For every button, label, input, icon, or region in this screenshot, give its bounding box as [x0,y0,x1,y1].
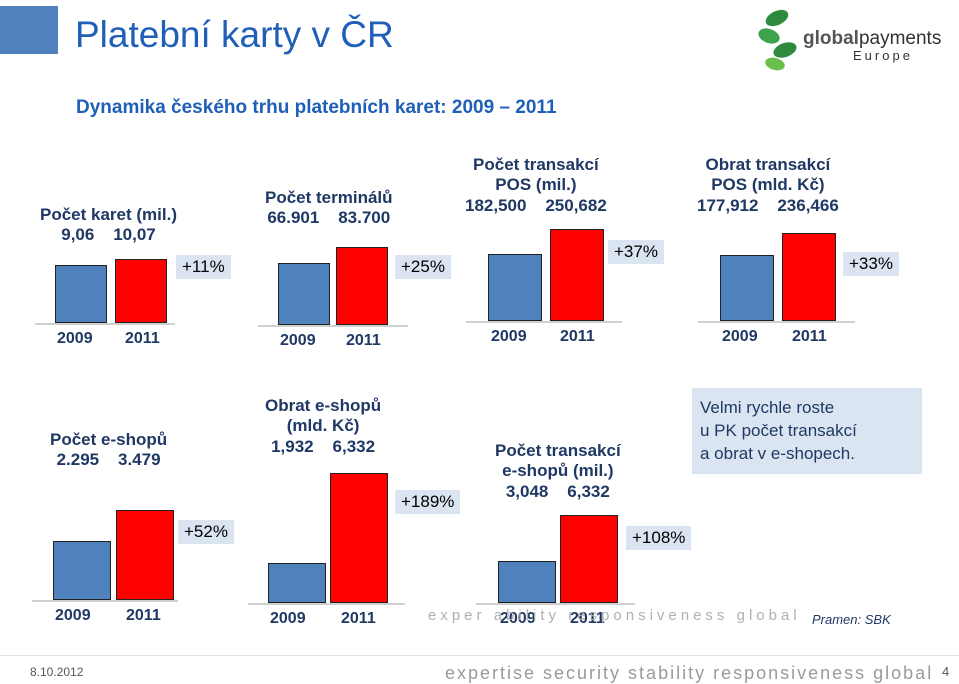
chart-baseline [32,600,178,602]
chart-title-line: e-shopů (mil.) [502,461,614,481]
value-labels: 182,500 250,682 [465,195,607,215]
bar-2009 [488,254,542,321]
x-tick-label: 2011 [346,332,381,349]
x-tick-label: 2009 [57,330,93,347]
source-note: Pramen: SBK [812,612,891,627]
logo-sub: Europe [853,48,913,63]
chart-title-line: Počet transakcí [495,441,621,460]
chart-title: Obrat e-shopů (mld. Kč) 1,932 6,332 [265,396,381,457]
change-label: +25% [395,255,451,279]
note-box: Velmi rychle roste u PK počet transakcí … [692,388,922,474]
value-labels: 1,932 6,332 [271,436,376,456]
x-tick-label: 2011 [570,610,605,627]
note-line: a obrat v e-shopech. [700,444,855,463]
bar-2009 [498,561,556,603]
bar-2011 [116,510,174,600]
company-logo: globalpayments Europe [755,6,955,76]
change-label: +11% [176,255,231,279]
change-label: +33% [843,252,899,276]
note-line: Velmi rychle roste [700,398,835,417]
logo-wordmark: globalpayments [803,28,942,49]
globe-leaf-icon [758,9,797,71]
chart-baseline [698,321,855,323]
chart-title: Počet terminálů 66.901 83.700 [265,188,393,229]
bar-2009 [268,563,326,603]
chart-title-line: POS (mil.) [495,175,577,195]
value-labels: 2.295 3.479 [56,450,161,470]
chart-title-line: POS (mld. Kč) [711,175,825,195]
chart-title-line: Obrat e-shopů [265,396,382,415]
x-tick-label: 2009 [722,328,758,345]
page-number: 4 [942,664,950,679]
x-tick-label: 2009 [280,332,316,349]
bar-2011 [782,233,836,321]
watermark: exper ability responsiveness global [428,607,801,624]
chart-baseline [35,323,175,325]
x-tick-label: 2009 [500,610,536,627]
x-tick-label: 2011 [125,330,160,347]
chart-title-line: Počet karet (mil.) [40,205,177,224]
chart-baseline [248,603,405,605]
corner-accent [0,6,58,54]
x-tick-label: 2009 [55,607,91,624]
x-tick-label: 2011 [560,328,595,345]
chart-title: Obrat transakcí POS (mld. Kč) 177,912 236,… [697,155,839,216]
note-line: u PK počet transakcí [700,421,857,440]
x-tick-label: 2011 [792,328,827,345]
footer-date: 8.10.2012 [30,665,84,679]
bar-2009 [278,263,330,325]
chart-title: Počet transakcí e-shopů (mil.) 3,048 6,332 [495,441,621,502]
chart-baseline [258,325,408,327]
page-subtitle: Dynamika českého trhu platebních karet: … [76,97,557,118]
chart-title-line: Obrat transakcí [705,155,831,174]
change-label: +189% [395,490,461,514]
footer-divider [0,655,959,656]
bar-2011 [115,259,167,323]
chart-title-line: Počet transakcí [473,155,599,174]
value-labels: 3,048 6,332 [505,481,610,501]
chart-baseline [476,603,635,605]
change-label: +37% [608,240,664,264]
bar-2011 [550,229,604,321]
x-tick-label: 2009 [270,610,306,627]
bar-2011 [330,473,388,603]
chart-title-line: (mld. Kč) [286,416,360,436]
chart-title-line: Počet terminálů [265,188,393,207]
change-label: +52% [178,520,234,544]
chart-title: Počet e-shopů 2.295 3.479 [50,430,167,471]
bar-2009 [55,265,107,323]
bar-2011 [560,515,618,603]
chart-title-line: Počet e-shopů [50,430,168,449]
x-tick-label: 2011 [126,607,161,624]
chart-title: Počet karet (mil.) 9,06 10,07 [40,205,177,246]
bar-2009 [53,541,111,600]
chart-baseline [466,321,622,323]
page-title: Platební karty v ČR [75,14,394,55]
footer-slogan: expertise security stability responsiven… [445,663,934,683]
x-tick-label: 2011 [341,610,376,627]
value-labels: 177,912 236,466 [697,195,839,215]
bar-2011 [336,247,388,325]
value-labels: 66.901 83.700 [267,208,391,228]
chart-title: Počet transakcí POS (mil.) 182,500 250,682 [465,155,607,216]
x-tick-label: 2009 [491,328,527,345]
value-labels: 9,06 10,07 [61,225,156,245]
change-label: +108% [626,526,692,550]
bar-2009 [720,255,774,321]
